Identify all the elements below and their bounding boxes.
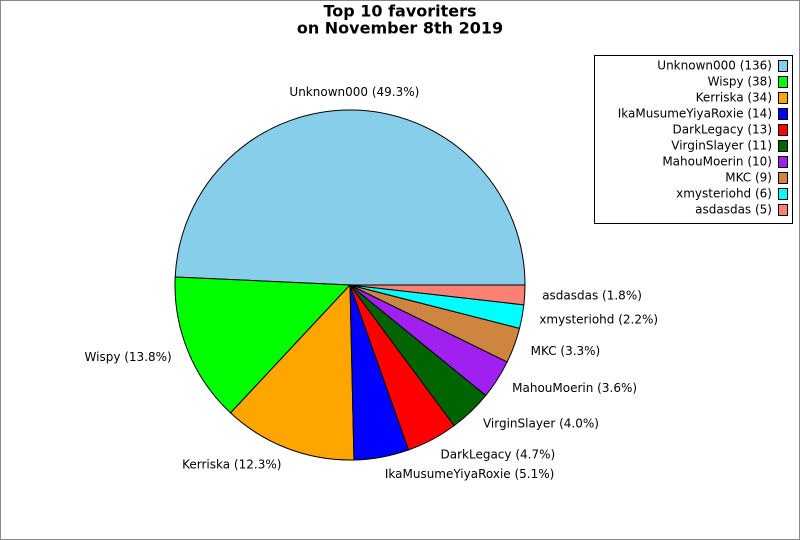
legend-swatch [778,140,788,152]
slice-label: xmysteriohd (2.2%) [539,312,658,326]
chart-title: on November 8th 2019 [297,19,503,38]
legend-swatch [778,92,788,104]
pie-slice [174,276,352,414]
slice-label: Wispy (13.8%) [85,350,172,364]
legend-label: MahouMoerin (10) [662,155,772,169]
pie-slice [349,284,526,306]
legend-box [594,55,793,224]
legend-swatch [778,188,788,200]
legend-label: IkaMusumeYiyaRoxie (14) [618,107,772,121]
legend-swatch [778,204,788,216]
legend: Unknown000 (136) Wispy (38) Kerriska (34) I… [594,55,793,224]
slice-label: VirginSlayer (4.0%) [483,417,599,431]
pie-slice [229,283,355,461]
slice-label: Unknown000 (49.3%) [289,85,419,99]
legend-label: VirginSlayer (11) [671,139,772,153]
legend-swatch [778,156,788,168]
legend-label: DarkLegacy (13) [673,123,772,137]
slice-label: MahouMoerin (3.6%) [512,381,637,395]
legend-label: Unknown000 (136) [657,59,772,73]
slice-label: IkaMusumeYiyaRoxie (5.1%) [385,467,554,481]
legend-swatch [778,76,788,88]
legend-label: Kerriska (34) [696,91,772,105]
legend-swatch [778,60,788,72]
legend-label: Wispy (38) [708,75,772,89]
legend-label: asdasdas (5) [695,203,772,217]
chart-title: Top 10 favoriters [323,2,476,21]
legend-label: xmysteriohd (6) [676,187,772,201]
slice-label: Kerriska (12.3%) [182,457,281,471]
legend-label: MKC (9) [725,171,772,185]
legend-swatch [778,108,788,120]
legend-swatch [778,172,788,184]
pie-slice [174,109,526,286]
slice-label: DarkLegacy (4.7%) [441,447,556,461]
slice-label: asdasdas (1.8%) [542,288,642,302]
legend-swatch [778,124,788,136]
slice-label: MKC (3.3%) [531,344,601,358]
